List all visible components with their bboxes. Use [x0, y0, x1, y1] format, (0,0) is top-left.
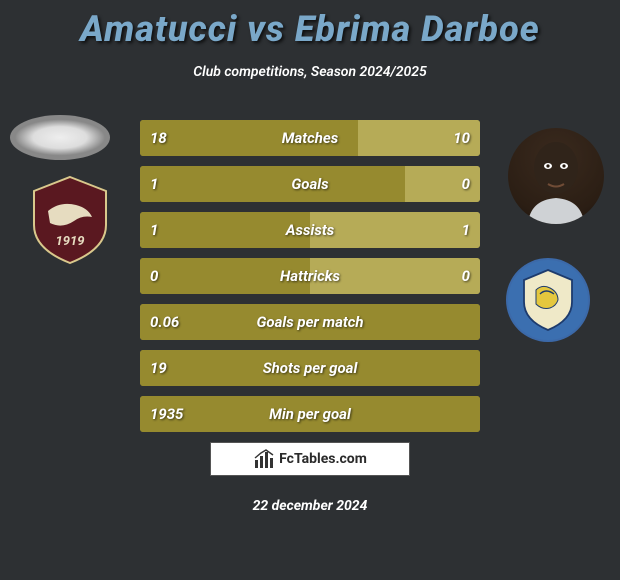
stat-label: Goals [140, 166, 480, 202]
player-right-club-crest [506, 258, 590, 342]
brand-text: FcTables.com [279, 451, 367, 467]
chart-icon [253, 448, 275, 470]
stat-row: 18 Matches 10 [140, 120, 480, 156]
stat-row: 1 Goals 0 [140, 166, 480, 202]
player-right-headshot [508, 128, 604, 224]
stat-label: Shots per goal [140, 350, 480, 386]
player-left-headshot [10, 115, 110, 160]
page-title: Amatucci vs Ebrima Darboe [0, 0, 620, 50]
date-text: 22 december 2024 [0, 498, 620, 514]
stat-label: Hattricks [140, 258, 480, 294]
stat-label: Min per goal [140, 396, 480, 432]
svg-text:1919: 1919 [56, 234, 85, 249]
player-left-club-crest: 1919 [30, 175, 110, 265]
stat-row: 1 Assists 1 [140, 212, 480, 248]
stat-row: 1935 Min per goal [140, 396, 480, 432]
stat-row: 19 Shots per goal [140, 350, 480, 386]
stat-right-value: 0 [462, 166, 470, 202]
stat-label: Matches [140, 120, 480, 156]
subtitle: Club competitions, Season 2024/2025 [0, 64, 620, 80]
stat-row: 0.06 Goals per match [140, 304, 480, 340]
stat-label: Assists [140, 212, 480, 248]
stat-right-value: 0 [462, 258, 470, 294]
stat-label: Goals per match [140, 304, 480, 340]
brand-badge[interactable]: FcTables.com [210, 442, 410, 476]
stat-row: 0 Hattricks 0 [140, 258, 480, 294]
stats-list: 18 Matches 10 1 Goals 0 1 Assists 1 0 Ha… [140, 120, 480, 442]
stat-right-value: 10 [453, 120, 470, 156]
stat-right-value: 1 [462, 212, 470, 248]
